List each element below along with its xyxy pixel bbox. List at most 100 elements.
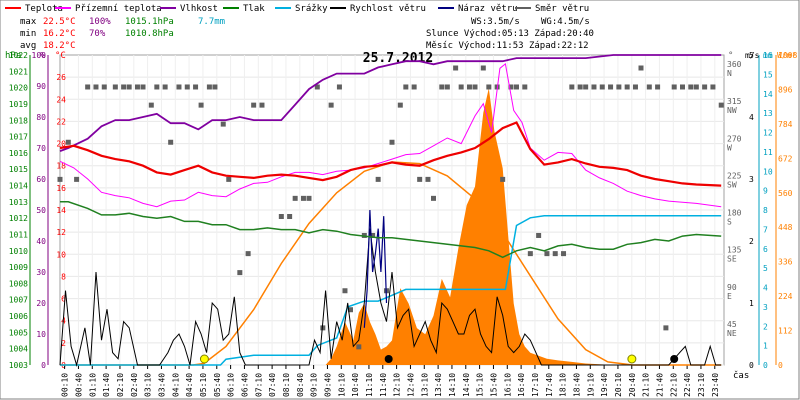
wind-direction-point xyxy=(57,176,63,182)
tick-label-hpa: 1005 xyxy=(9,328,28,337)
stats-max-temp: 22.5°C xyxy=(43,17,76,27)
axis-unit-hpa: hPa xyxy=(5,51,21,61)
wind-direction-point xyxy=(599,84,605,90)
wind-direction-point xyxy=(336,84,342,90)
tick-label-time: 14:40 xyxy=(462,373,471,397)
tick-label-hpa: 1008 xyxy=(9,279,28,288)
legend-label: Náraz větru xyxy=(458,4,518,14)
wind-direction-point xyxy=(251,102,257,108)
tick-label-hpa: 1019 xyxy=(9,100,28,109)
tick-label-time: 19:10 xyxy=(586,373,595,397)
wind-direction-point xyxy=(458,84,464,90)
wind-direction-point xyxy=(655,84,661,90)
tick-label-ms: 3 xyxy=(749,175,754,184)
tick-label-c: 22 xyxy=(56,117,66,126)
tick-label-mm: 5 xyxy=(763,264,768,273)
stats-avg-temp: 18.2°C xyxy=(43,41,76,51)
tick-label-deg: 135 xyxy=(727,246,742,255)
tick-label-time: 17:10 xyxy=(531,373,540,397)
tick-label-mm: 11 xyxy=(763,148,773,157)
wind-direction-point xyxy=(306,195,312,201)
moon-marker xyxy=(670,355,679,363)
tick-label-ms: 5 xyxy=(749,51,754,60)
tick-label-mm: 0 xyxy=(763,361,768,370)
wind-direction-point xyxy=(220,121,226,127)
tick-label-hpa: 1011 xyxy=(9,230,28,239)
tick-label-wm: 1008 xyxy=(778,51,797,60)
wind-direction-point xyxy=(486,84,492,90)
tick-label-mm: 10 xyxy=(763,167,773,176)
tick-label-time: 03:40 xyxy=(157,373,166,397)
tick-label-time: 04:10 xyxy=(171,373,180,397)
tick-label-pct: 70 xyxy=(36,144,46,153)
wind-direction-point xyxy=(500,176,506,182)
tick-label-mm: 15 xyxy=(763,70,773,79)
series-pressure xyxy=(60,201,722,259)
tick-label-time: 11:40 xyxy=(379,373,388,397)
wind-direction-point xyxy=(411,84,417,90)
tick-label-c: 26 xyxy=(56,73,66,82)
tick-label-time: 06:40 xyxy=(240,373,249,397)
tick-label-time: 05:40 xyxy=(213,373,222,397)
tick-label-time: 22:10 xyxy=(669,373,678,397)
tick-label-hpa: 1016 xyxy=(9,149,28,158)
tick-label-ms: 1 xyxy=(749,299,754,308)
stats-max-humidity: 100% xyxy=(89,17,111,27)
wind-direction-point xyxy=(522,84,528,90)
tick-label-pct: 90 xyxy=(36,82,46,91)
wind-direction-point xyxy=(431,195,436,201)
tick-label-compass: NW xyxy=(727,106,737,115)
tick-label-time: 01:10 xyxy=(88,373,97,397)
tick-label-ms: 0 xyxy=(749,361,754,370)
series-ground-temperature xyxy=(59,62,722,208)
wind-direction-point xyxy=(616,84,622,90)
wind-direction-point xyxy=(85,84,91,90)
tick-label-pct: 40 xyxy=(36,237,46,246)
wind-direction-point xyxy=(514,84,519,90)
wind-direction-point xyxy=(112,84,118,90)
stats-min-label: min xyxy=(20,29,36,39)
tick-label-time: 20:40 xyxy=(628,373,637,397)
wind-direction-point xyxy=(561,251,567,257)
tick-label-mm: 12 xyxy=(763,129,773,138)
tick-label-time: 08:40 xyxy=(296,373,305,397)
tick-label-hpa: 1021 xyxy=(9,67,28,76)
wind-direction-point xyxy=(693,84,699,90)
legend-label: Tlak xyxy=(243,4,265,14)
wind-direction-point xyxy=(480,65,486,71)
wind-direction-point xyxy=(300,195,306,201)
legend-label: Přízemní teplota xyxy=(75,4,162,14)
wind-direction-point xyxy=(101,84,107,90)
stats-max-label: max xyxy=(20,17,37,27)
tick-label-hpa: 1004 xyxy=(9,345,28,354)
wind-direction-point xyxy=(425,176,431,182)
tick-label-compass: SW xyxy=(727,180,737,189)
tick-label-time: 12:10 xyxy=(393,373,402,397)
tick-label-pct: 10 xyxy=(36,330,46,339)
tick-label-time: 00:10 xyxy=(61,373,70,397)
tick-label-c: 8 xyxy=(61,272,66,281)
axis-unit-c: °C xyxy=(55,51,66,61)
stats-wg: WG:4.5m/s xyxy=(541,17,590,27)
stats-block: max 22.5°C 100% 1015.1hPa 7.7mm min 16.2… xyxy=(20,17,594,51)
wind-direction-point xyxy=(370,232,376,238)
wind-direction-point xyxy=(632,84,638,90)
stats-sun: Slunce Východ:05:13 Západ:20:40 xyxy=(426,29,594,39)
wind-direction-point xyxy=(508,84,514,90)
legend-label: Směr větru xyxy=(535,4,589,14)
wind-direction-point xyxy=(176,84,182,90)
tick-label-time: 21:40 xyxy=(655,373,664,397)
wind-direction-point xyxy=(193,84,199,90)
wind-direction-point xyxy=(314,84,320,90)
tick-label-hpa: 1018 xyxy=(9,116,28,125)
wind-direction-point xyxy=(544,251,550,257)
series-rain xyxy=(60,215,722,366)
tick-label-time: 22:40 xyxy=(683,373,692,397)
wind-direction-point xyxy=(206,84,212,90)
axis-unit-ms: m/s xyxy=(745,51,760,60)
tick-label-mm: 2 xyxy=(763,322,768,331)
tick-label-time: 09:40 xyxy=(323,373,332,397)
wind-direction-point xyxy=(356,344,362,350)
wind-direction-point xyxy=(453,65,459,71)
